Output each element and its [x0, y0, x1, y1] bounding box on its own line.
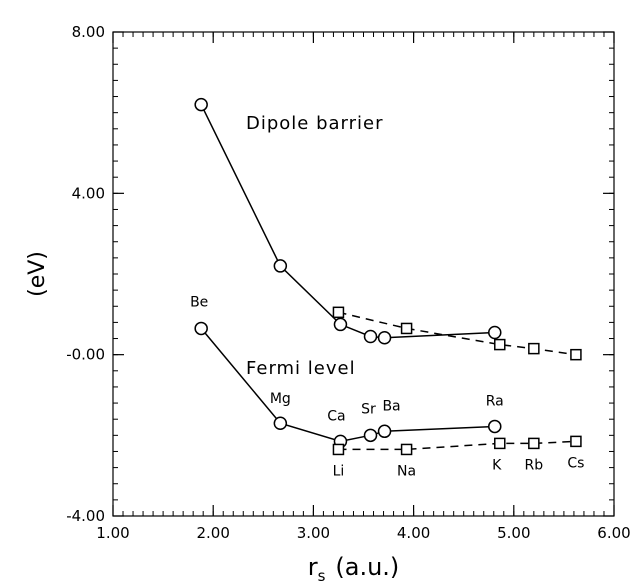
series-2-circle-marker: [488, 419, 502, 434]
y-tick-label: 8.00: [72, 23, 105, 41]
y-tick-label: -4.00: [66, 507, 105, 525]
x-tick-label: 4.00: [397, 524, 430, 542]
series-3-square-marker: [570, 435, 582, 448]
series-1-square-marker: [528, 342, 540, 355]
x-axis-label: rs (a.u.): [308, 553, 400, 582]
series-2-circle-marker: [363, 428, 378, 443]
point-label-ba: Ba: [382, 398, 400, 414]
series-1-square-marker: [570, 348, 582, 361]
series-3-square-marker: [528, 437, 540, 450]
series-3-square-marker: [400, 443, 413, 456]
series-3-square-marker: [332, 443, 345, 456]
series-3-square-marker: [494, 437, 506, 450]
series-1-square-marker: [400, 322, 413, 335]
series-2-circle-marker: [194, 321, 208, 336]
series-0-circle-marker: [273, 259, 288, 273]
series-2-circle-marker: [273, 416, 288, 430]
series-1-square-marker: [494, 338, 506, 351]
series-0-line: [200, 104, 495, 339]
point-label-rb: Rb: [525, 457, 544, 473]
series-0-circle-marker: [363, 329, 378, 344]
series-2-line: [200, 327, 495, 443]
x-tick-label: 6.00: [597, 524, 630, 542]
point-label-mg: Mg: [270, 391, 291, 407]
point-label-ca: Ca: [327, 408, 345, 424]
point-label-sr: Sr: [361, 401, 376, 417]
series-2-circle-marker: [377, 424, 392, 439]
point-label-li: Li: [333, 463, 345, 479]
annotation-dipole-barrier: Dipole barrier: [246, 113, 384, 134]
series-0-circle-marker: [194, 97, 208, 112]
series-3-line: [338, 440, 576, 451]
point-label-ra: Ra: [486, 393, 504, 409]
series-1-line: [338, 311, 577, 356]
series-1-square-marker: [332, 306, 345, 319]
y-tick-label: -0.00: [66, 346, 105, 364]
y-tick-label: 4.00: [72, 184, 105, 202]
point-label-be: Be: [190, 294, 208, 310]
x-tick-label: 3.00: [297, 524, 330, 542]
series-0-circle-marker: [377, 330, 392, 345]
x-tick-label: 1.00: [96, 524, 129, 542]
point-label-k: K: [492, 457, 502, 473]
y-axis-label: (eV): [25, 251, 50, 297]
annotation-fermi-level: Fermi level: [246, 358, 356, 379]
series-0-circle-marker: [488, 325, 502, 340]
x-tick-label: 5.00: [497, 524, 530, 542]
point-label-cs: Cs: [567, 455, 584, 471]
x-tick-label: 2.00: [196, 524, 229, 542]
series-0-circle-marker: [333, 317, 348, 332]
point-label-na: Na: [397, 463, 416, 479]
